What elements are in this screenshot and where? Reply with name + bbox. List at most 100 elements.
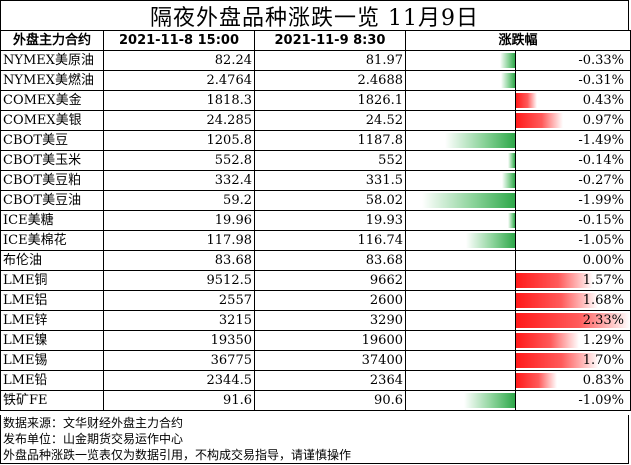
contract-name: LME镍	[0, 330, 104, 351]
change-cell: -0.14%	[514, 150, 631, 171]
prev-price: 24.285	[103, 110, 255, 131]
negative-change-bar	[499, 53, 515, 68]
negative-change-bar	[508, 153, 515, 168]
prev-price: 3215	[103, 310, 255, 331]
curr-price: 2600	[254, 290, 406, 311]
positive-change-bar	[516, 373, 557, 388]
contract-name: LME铜	[0, 270, 104, 291]
change-percent: -0.27%	[578, 173, 625, 188]
change-percent: 2.33%	[582, 313, 625, 328]
contract-name: COMEX美银	[0, 110, 104, 131]
prev-price: 1818.3	[103, 90, 255, 111]
positive-change-bar	[516, 293, 599, 308]
positive-change-bar	[516, 333, 580, 348]
curr-price: 331.5	[254, 170, 406, 191]
change-percent: 1.29%	[582, 333, 625, 348]
footer-disclaimer: 外盘品种涨跌一览表仅为数据引用，不构成交易指导，请谨慎操作	[3, 448, 352, 462]
curr-price: 19.93	[254, 210, 406, 231]
negative-bar-cell	[405, 350, 516, 371]
contract-name: LME铅	[0, 370, 104, 391]
curr-price: 24.52	[254, 110, 406, 131]
change-cell: 2.33%	[514, 310, 631, 331]
prev-price: 2557	[103, 290, 255, 311]
change-cell: -1.99%	[514, 190, 631, 211]
negative-change-bar	[502, 173, 515, 188]
curr-price: 2.4688	[254, 70, 406, 91]
prev-price: 552.8	[103, 150, 255, 171]
table-row: LME锌 3215 3290 2.33%	[0, 310, 631, 331]
negative-bar-cell	[405, 330, 516, 351]
prev-price: 19.96	[103, 210, 255, 231]
negative-bar-cell	[405, 110, 516, 131]
header-prev-time: 2021-11-8 15:00	[103, 30, 255, 51]
curr-price: 83.68	[254, 250, 406, 271]
curr-price: 1187.8	[254, 130, 406, 151]
prev-price: 19350	[103, 330, 255, 351]
contract-name: CBOT美豆油	[0, 190, 104, 211]
change-percent: 0.83%	[582, 373, 625, 388]
table-row: LME铝 2557 2600 1.68%	[0, 290, 631, 311]
negative-change-bar	[507, 213, 515, 228]
table-row: LME铅 2344.5 2364 0.83%	[0, 370, 631, 391]
curr-price: 2364	[254, 370, 406, 391]
contract-name: CBOT美豆粕	[0, 170, 104, 191]
contract-name: 布伦油	[0, 250, 104, 271]
negative-bar-cell	[405, 370, 516, 391]
prev-price: 91.6	[103, 390, 255, 411]
footer-publisher: 发布单位：山金期货交易运作中心	[3, 432, 184, 446]
table-row: LME铜 9512.5 9662 1.57%	[0, 270, 631, 291]
curr-price: 19600	[254, 330, 406, 351]
change-cell: -1.09%	[514, 390, 631, 411]
negative-bar-cell	[405, 250, 516, 271]
change-cell: 0.83%	[514, 370, 631, 391]
prev-price: 332.4	[103, 170, 255, 191]
prev-price: 2.4764	[103, 70, 255, 91]
change-percent: 1.70%	[582, 353, 625, 368]
table-row: CBOT美豆粕 332.4 331.5 -0.27%	[0, 170, 631, 191]
price-table: 外盘主力合约 2021-11-8 15:00 2021-11-9 8:30 涨跌…	[0, 30, 631, 411]
table-row: ICE美糖 19.96 19.93 -0.15%	[0, 210, 631, 231]
positive-change-bar	[516, 313, 630, 328]
table-row: LME锡 36775 37400 1.70%	[0, 350, 631, 371]
change-cell: 0.97%	[514, 110, 631, 131]
change-percent: 1.57%	[582, 273, 625, 288]
change-cell: -1.05%	[514, 230, 631, 251]
negative-bar-cell	[405, 210, 516, 231]
change-percent: -1.09%	[578, 393, 625, 408]
table-row: CBOT美豆油 59.2 58.02 -1.99%	[0, 190, 631, 211]
table-row: NYMEX美燃油 2.4764 2.4688 -0.31%	[0, 70, 631, 91]
table-row: LME镍 19350 19600 1.29%	[0, 330, 631, 351]
curr-price: 3290	[254, 310, 406, 331]
negative-bar-cell	[405, 390, 516, 411]
curr-price: 552	[254, 150, 406, 171]
change-cell: 0.43%	[514, 90, 631, 111]
change-cell: -0.15%	[514, 210, 631, 231]
negative-bar-cell	[405, 230, 516, 251]
negative-bar-cell	[405, 310, 516, 331]
positive-change-bar	[516, 113, 564, 128]
change-percent: -0.33%	[578, 53, 625, 68]
negative-bar-cell	[405, 270, 516, 291]
negative-bar-cell	[405, 150, 516, 171]
negative-change-bar	[500, 73, 515, 88]
contract-name: CBOT美玉米	[0, 150, 104, 171]
contract-name: 铁矿FE	[0, 390, 104, 411]
negative-bar-cell	[405, 190, 516, 211]
table-row: 布伦油 83.68 83.68 0.00%	[0, 250, 631, 271]
header-row: 外盘主力合约 2021-11-8 15:00 2021-11-9 8:30 涨跌…	[0, 30, 631, 51]
table-row: NYMEX美原油 82.24 81.97 -0.33%	[0, 50, 631, 71]
change-cell: 1.29%	[514, 330, 631, 351]
change-percent: -0.15%	[578, 213, 625, 228]
prev-price: 117.98	[103, 230, 255, 251]
negative-bar-cell	[405, 90, 516, 111]
prev-price: 59.2	[103, 190, 255, 211]
contract-name: LME锡	[0, 350, 104, 371]
contract-name: LME铝	[0, 290, 104, 311]
negative-bar-cell	[405, 290, 516, 311]
table-row: COMEX美金 1818.3 1826.1 0.43%	[0, 90, 631, 111]
curr-price: 37400	[254, 350, 406, 371]
curr-price: 58.02	[254, 190, 406, 211]
change-cell: -0.27%	[514, 170, 631, 191]
change-percent: -1.05%	[578, 233, 625, 248]
